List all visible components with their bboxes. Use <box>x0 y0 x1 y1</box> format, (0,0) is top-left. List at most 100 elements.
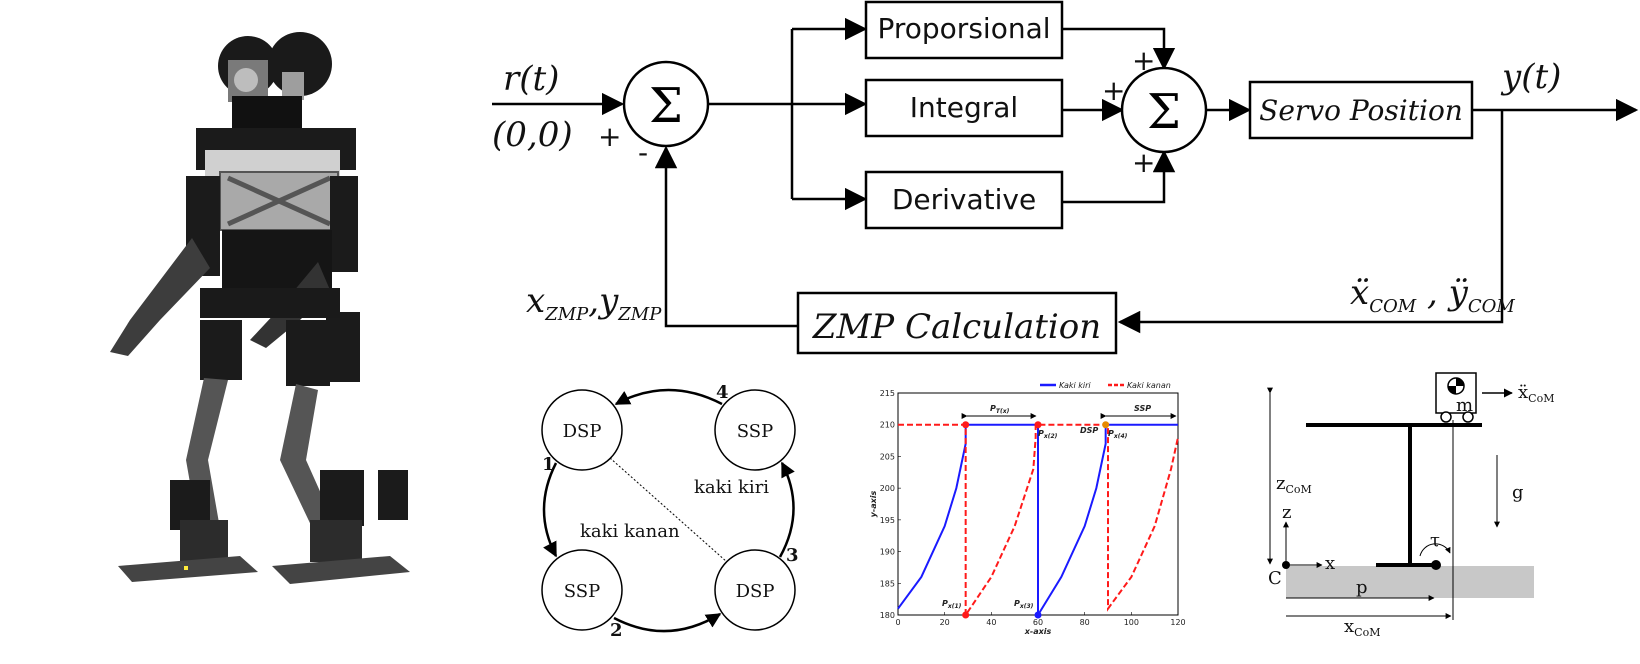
key-point-0 <box>962 421 970 429</box>
integral-label: Integral <box>910 91 1018 124</box>
proportional-label: Proporsional <box>877 12 1050 45</box>
torque-arrow <box>1419 543 1451 557</box>
series-line-kaki-kiri <box>897 423 1178 619</box>
sum2-plus-top: + <box>1132 44 1155 77</box>
ground <box>1286 566 1534 598</box>
d-to-sum2 <box>1062 149 1176 204</box>
chart-ylabel: y-axis <box>869 490 878 517</box>
sum2-plus-bottom: + <box>1132 146 1155 179</box>
transition-4 <box>614 388 723 406</box>
chart-series <box>897 421 1179 619</box>
legend-kaki-kanan: Kaki kanan <box>1127 381 1171 390</box>
integral-block <box>864 78 1064 138</box>
x-com-label: xCoM <box>1344 616 1380 639</box>
zmp-to-sum1 <box>654 145 798 328</box>
feedback-to-zmp <box>1117 110 1504 334</box>
sum-symbol-1: Σ <box>649 78 683 134</box>
zmp-trajectory-chart: 0 20 40 60 80 100 120180185190195200205210215 … <box>869 381 1186 636</box>
x-tick-label-1: 20 <box>940 618 950 627</box>
derivative-block <box>864 170 1064 230</box>
gait-state-machine: DSP SSP SSP DSP 1 2 3 4 kaki kanan kaki … <box>541 382 799 641</box>
x-axis-label: x <box>1325 553 1335 574</box>
origin-label: C <box>1268 568 1282 589</box>
annotation-px3: Px(3) <box>1014 599 1034 610</box>
y-tick-label-4: 200 <box>880 484 895 493</box>
sum2-plus-left: + <box>1102 74 1125 107</box>
transition-2-label: 2 <box>610 620 623 641</box>
state-dsp-top <box>541 389 623 471</box>
annotation-ssp: SSP <box>1134 404 1151 413</box>
transition-3 <box>778 461 795 558</box>
state-ssp-bottom <box>541 549 623 631</box>
sum1-plus: + <box>598 120 621 153</box>
cart-wheel-right <box>1462 411 1474 423</box>
z-axis-label: z <box>1282 502 1291 523</box>
p-label: p <box>1356 577 1368 598</box>
y-tick-label-6: 210 <box>880 421 895 430</box>
series-line-kaki-kanan <box>898 423 1179 619</box>
derivative-label: Derivative <box>892 183 1036 216</box>
output-label: y(t) <box>1500 57 1561 97</box>
annotation-dsp: DSP <box>1080 426 1098 435</box>
humanoid-robot-illustration <box>110 32 410 584</box>
y-tick-label-1: 185 <box>880 579 895 588</box>
kaki-kiri-label: kaki kiri <box>694 477 769 498</box>
annotation-px2: Px(2) <box>1038 429 1058 440</box>
transition-1-label: 1 <box>542 454 555 475</box>
p-to-sum2 <box>1062 27 1176 71</box>
diagonal-dotted-line <box>609 457 728 563</box>
zmp-point <box>1431 560 1441 570</box>
zmp-feedback-label: xZMP,yZMP <box>526 281 662 325</box>
origin-dot <box>1282 561 1290 569</box>
key-point-3 <box>962 611 970 619</box>
z-com-label: zCoM <box>1276 473 1312 496</box>
key-point-4 <box>1034 611 1042 619</box>
annotation-px1: Px(1) <box>942 599 962 610</box>
transition-3-label: 3 <box>786 545 799 566</box>
annotation-px4: Px(4) <box>1108 429 1128 440</box>
kaki-kanan-label: kaki kanan <box>580 521 680 542</box>
annotation-pt: PT(x) <box>990 404 1010 415</box>
state-ssp-top-label: SSP <box>737 421 773 442</box>
x-tick-label-2: 40 <box>986 618 996 627</box>
x-tick-label-3: 60 <box>1033 618 1043 627</box>
cart-wheel-left <box>1440 411 1452 423</box>
x-tick-label-6: 120 <box>1170 618 1185 627</box>
state-dsp-bottom <box>714 549 796 631</box>
input-label: r(t) <box>503 59 559 99</box>
transition-2 <box>613 612 722 633</box>
y-tick-label-5: 205 <box>880 452 895 461</box>
proportional-block <box>864 0 1064 60</box>
state-ssp-bottom-label: SSP <box>564 581 600 602</box>
gravity-label: g <box>1512 482 1524 503</box>
chart-xlabel: x-axis <box>1024 627 1052 636</box>
x-tick-label-0: 0 <box>895 618 900 627</box>
state-dsp-bottom-label: DSP <box>736 581 775 602</box>
key-point-2 <box>1102 421 1110 429</box>
y-tick-label-3: 195 <box>880 516 895 525</box>
legend-kaki-kiri: Kaki kiri <box>1059 381 1091 390</box>
chart-grid <box>897 392 1179 616</box>
state-dsp-top-label: DSP <box>563 421 602 442</box>
mass-label: m <box>1456 395 1473 416</box>
transition-4-label: 4 <box>716 382 729 403</box>
y-tick-label-0: 180 <box>880 611 895 620</box>
zmp-calculation-label: ZMP Calculation <box>812 307 1101 347</box>
com-accel-label: ẍCOM , ÿCOM <box>1350 273 1515 317</box>
state-ssp-top <box>714 389 796 471</box>
key-point-1 <box>1034 421 1042 429</box>
control-block-diagram: r(t) (0,0) Σ + - Proporsional Integral D… <box>492 0 1639 355</box>
input-value: (0,0) <box>492 115 573 155</box>
cart-table-model: m ẍCoM zCoM g z x C τ p xCoM <box>1267 372 1554 639</box>
x-tick-label-4: 80 <box>1080 618 1090 627</box>
x-tick-label-5: 100 <box>1124 618 1139 627</box>
chart-ticks: 0 20 40 60 80 100 120 180 185 190 195 200 205 210 215 <box>880 389 1186 627</box>
accel-label: ẍCoM <box>1518 382 1554 405</box>
sum-symbol-2: Σ <box>1147 84 1181 140</box>
servo-position-label: Servo Position <box>1259 94 1463 127</box>
torque-label: τ <box>1430 530 1440 551</box>
zmp-calculation-block <box>796 291 1118 355</box>
transition-1 <box>542 462 558 558</box>
y-tick-label-7: 215 <box>880 389 895 398</box>
